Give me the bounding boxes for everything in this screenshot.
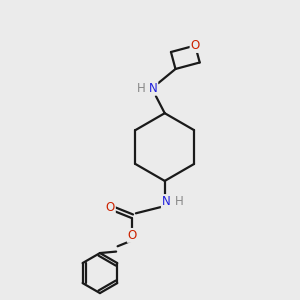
Text: H: H [137,82,146,95]
Text: O: O [128,229,137,242]
Text: O: O [190,39,200,52]
Text: N: N [148,82,157,95]
Text: N: N [162,195,171,208]
Text: O: O [106,201,115,214]
Text: H: H [175,195,184,208]
